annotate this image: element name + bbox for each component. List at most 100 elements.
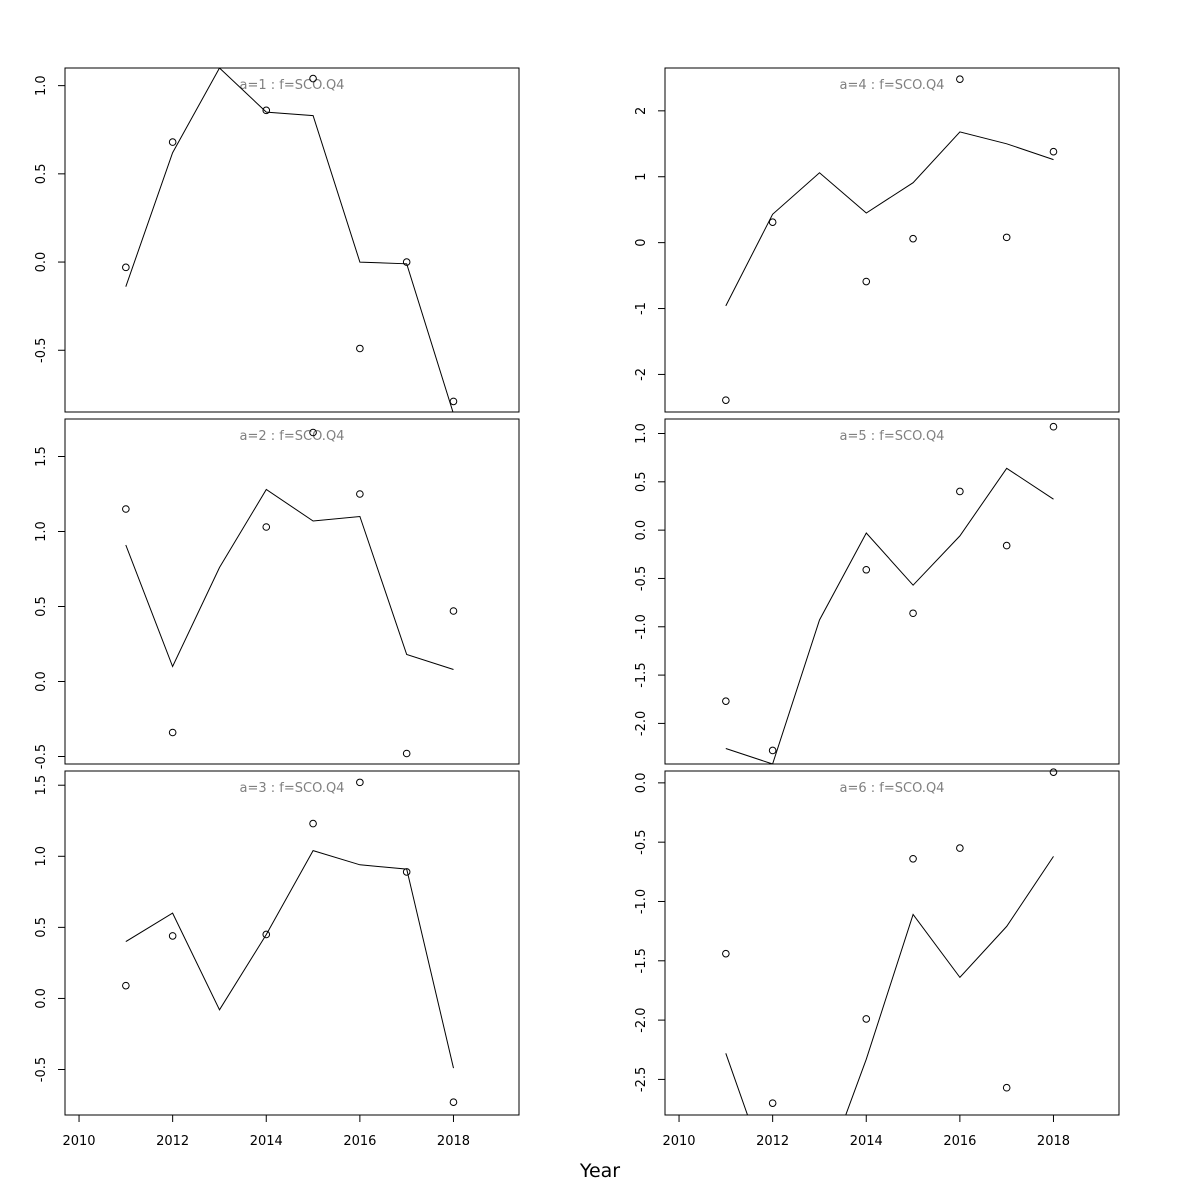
y-tick-label: 0: [634, 238, 649, 246]
data-point: [722, 396, 730, 404]
y-tick-label: 0.0: [34, 988, 49, 1009]
data-point: [356, 490, 364, 498]
y-tick-label: -1.0: [634, 614, 649, 639]
y-tick-label: -2.0: [634, 1007, 649, 1032]
data-point: [356, 344, 364, 353]
data-point: [262, 523, 271, 531]
data-point: [768, 746, 777, 755]
data-point: [402, 258, 411, 266]
data-point: [449, 607, 458, 615]
x-tick-label: 2016: [943, 1134, 976, 1149]
panel-title: a=3 : f=SCO.Q4: [240, 781, 345, 796]
panel-5: -2.0 -1.5 -1.0 -0.5 0.0 0.5 1.0 a=5 : f=SCO.Q4: [634, 418, 1120, 765]
data-point: [909, 609, 917, 618]
y-tick-label: 1.0: [34, 521, 49, 542]
x-tick-label: 2018: [437, 1134, 470, 1149]
data-point: [862, 565, 871, 574]
data-point: [449, 1098, 458, 1107]
x-tick-label: 2010: [62, 1134, 95, 1149]
data-point: [956, 75, 964, 84]
model-line: [725, 467, 1054, 764]
data-point: [1002, 541, 1011, 550]
y-tick-label: -1.0: [634, 889, 649, 914]
y-tick-label: 1.5: [34, 446, 49, 467]
y-tick-label: 0.5: [34, 164, 49, 185]
panel-4: -2 -1 0 1 2 a=4 : f=SCO.Q4: [634, 67, 1120, 413]
data-point: [768, 218, 777, 227]
panel-title: a=4 : f=SCO.Q4: [840, 78, 945, 93]
y-tick-label: 0.0: [34, 671, 49, 692]
y-tick-label: 1.0: [34, 75, 49, 96]
y-tick-label: 1.0: [34, 846, 49, 867]
data-point: [309, 74, 317, 83]
panel-frame: [64, 418, 520, 765]
y-tick-label: 0.0: [634, 520, 649, 541]
data-point: [402, 868, 411, 876]
model-line: [125, 850, 454, 1069]
data-point: [168, 728, 177, 737]
model-line: [125, 488, 454, 670]
x-tick-label: 2016: [343, 1134, 376, 1149]
data-point: [722, 697, 730, 705]
y-tick-label: -2.5: [634, 1067, 649, 1092]
y-tick-label: -0.5: [34, 744, 49, 769]
panel-title: a=2 : f=SCO.Q4: [240, 429, 345, 444]
data-point: [122, 505, 130, 513]
x-tick-label: 2010: [662, 1134, 695, 1149]
data-point: [402, 749, 411, 758]
data-point: [862, 1015, 871, 1023]
panel-title: a=6 : f=SCO.Q4: [840, 781, 945, 796]
y-tick-label: -1: [634, 302, 649, 315]
data-point: [909, 854, 917, 863]
panel-frame: [64, 67, 520, 413]
panel-title: a=5 : f=SCO.Q4: [840, 429, 945, 444]
data-point: [1049, 768, 1058, 776]
panel-frame: [64, 770, 520, 1116]
data-point: [122, 263, 130, 272]
data-point: [956, 844, 964, 852]
data-point: [768, 1099, 777, 1107]
data-point: [168, 932, 177, 940]
y-tick-label: -0.5: [634, 829, 649, 854]
x-tick-label: 2014: [250, 1134, 283, 1149]
x-axis-title: Year: [579, 1160, 621, 1182]
y-tick-label: -2.0: [634, 711, 649, 736]
y-tick-label: -0.5: [34, 338, 49, 363]
panel-title: a=1 : f=SCO.Q4: [240, 78, 345, 93]
panel-frame: [664, 770, 1120, 1116]
x-tick-label: 2014: [850, 1134, 883, 1149]
data-point: [309, 819, 317, 828]
data-point: [262, 930, 271, 939]
x-tick-label: 2012: [756, 1134, 789, 1149]
data-point: [262, 106, 271, 115]
y-tick-label: 2: [634, 107, 649, 115]
y-tick-label: 0.0: [634, 773, 649, 794]
data-point: [309, 428, 317, 437]
model-line: [725, 856, 1054, 1115]
panel-3: -0.5 0.0 0.5 1.0 1.5 a=3 : f=SCO.Q4 2010 2012 20…: [34, 770, 520, 1149]
panel-frame: [664, 418, 1120, 765]
data-point: [356, 778, 364, 787]
data-point: [909, 234, 917, 243]
y-tick-label: 0.5: [634, 471, 649, 492]
y-tick-label: 1: [634, 173, 649, 181]
data-point: [122, 981, 130, 990]
data-point: [1049, 422, 1058, 431]
y-tick-label: 0.0: [34, 252, 49, 273]
y-tick-label: 0.5: [34, 596, 49, 617]
panel-1: -0.5 0.0 0.5 1.0 a=1 : f=SCO.Q4: [34, 67, 520, 413]
x-tick-label: 2012: [156, 1134, 189, 1149]
panel-2: -0.5 0.0 0.5 1.0 1.5 a=2 : f=SCO.Q4: [34, 418, 520, 769]
y-tick-label: 1.5: [34, 775, 49, 796]
model-line: [725, 131, 1054, 307]
data-point: [168, 138, 177, 146]
y-tick-label: 0.5: [34, 917, 49, 938]
y-tick-label: 1.0: [634, 423, 649, 444]
y-tick-label: -0.5: [34, 1057, 49, 1082]
y-tick-label: -2: [634, 368, 649, 381]
data-point: [449, 397, 458, 406]
y-tick-label: -0.5: [634, 566, 649, 591]
data-point: [722, 949, 730, 958]
data-point: [1002, 233, 1011, 242]
